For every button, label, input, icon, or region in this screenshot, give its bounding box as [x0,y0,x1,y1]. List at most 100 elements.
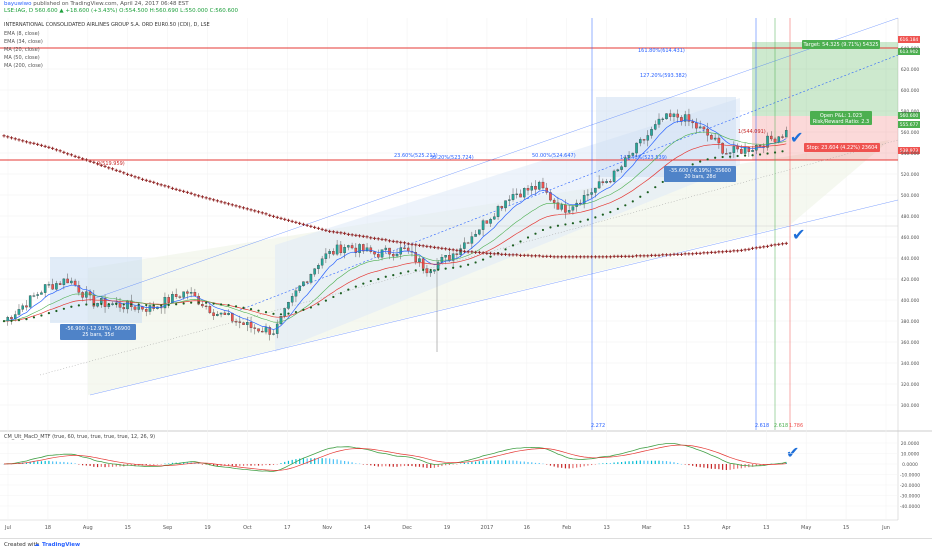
ma200-mark: ✚ [354,233,358,239]
macd-hist-bar [78,464,80,465]
ma200-mark: ✚ [152,180,156,186]
ma200-mark: ✚ [88,159,92,165]
macd-hist-bar [463,462,465,464]
macd-hist-bar [366,464,368,465]
ma200-mark: ✚ [414,243,418,249]
macd-hist-bar [564,464,567,469]
macd-hist-bar [29,461,31,464]
candle-body [616,169,620,172]
candle-body [710,135,713,140]
ma50-dot [609,211,612,214]
ma200-mark: ✚ [2,134,6,140]
ma200-mark: ✚ [141,177,145,183]
price-tag [898,147,920,154]
macd-hist-bar [737,464,739,469]
ma200-mark: ✚ [215,198,219,204]
macd-hist-bar [396,464,398,467]
macd-hist-bar [373,464,376,466]
ma50-dot [429,268,432,272]
trend-dotted-line [39,139,899,376]
candle-body [354,247,358,253]
macd-hist-bar [725,464,727,471]
tradingview-logo-icon[interactable]: ☁ [34,542,40,548]
y-tick-label: 640.000 [901,46,920,52]
macd-hist-bar [250,464,252,466]
macd-hist-bar [699,464,701,468]
macd-hist-bar [422,464,424,468]
candle-body [347,245,350,248]
indicator-label[interactable]: MA (20, close) [4,47,40,53]
candle-body [451,253,455,261]
ma200-mark: ✚ [698,251,702,257]
macd-hist-bar [591,464,593,466]
author-link[interactable]: bayuwiwo [4,1,32,7]
x-tick-label: Jun [881,525,890,531]
indicator-label[interactable]: MA (50, close) [4,55,40,61]
macd-hist-bar [628,461,630,464]
ma50-dot [549,226,552,229]
price-tag [898,48,920,55]
price-tag [898,112,920,119]
candle-body [279,316,283,325]
ma200-mark: ✚ [721,249,725,255]
macd-hist-bar [751,464,754,467]
candle-body [332,251,335,255]
candle-body [249,322,253,328]
ma200-mark: ✚ [462,249,466,255]
ma200-mark: ✚ [702,251,706,257]
ma50-dot [699,160,702,163]
check-mark-icon: ✔ [786,443,799,462]
macd-hist-bar [759,464,761,466]
indicator-label[interactable]: MA (200, close) [4,63,43,69]
candle-body [17,309,21,315]
candle-body [384,247,388,250]
candle-body [85,291,88,298]
macd-hist-bar [426,464,428,468]
macd-hist-bar [718,464,720,470]
candle-body [339,244,343,254]
candle-body [43,284,47,293]
ma50-dot [564,223,567,226]
candle-body [653,124,657,130]
indicator-label[interactable]: EMA (34, close) [4,39,43,45]
ma200-mark: ✚ [504,252,508,258]
candle-body [257,328,260,332]
macd-hist-bar [306,458,308,464]
measure-label-1-text: -56.900 (-12.93%) -56900 [66,326,131,332]
macd-hist-bar [392,464,394,467]
macd-hist-bar [227,464,230,466]
macd-hist-bar [280,463,282,464]
tradingview-link[interactable]: TradingView [42,542,81,548]
candle-body [657,118,661,125]
macd-hist-bar [598,463,600,465]
ma50-dot [414,269,417,272]
macd-hist-bar [665,461,668,464]
fib-label: 141.40%(523.539) [620,155,667,161]
candle-body [758,145,762,147]
ma50-dot [654,186,657,189]
candle-body [219,312,223,315]
indicator-label[interactable]: EMA (8, close) [4,31,40,37]
macd-hist-bar [733,464,735,470]
y-tick-label: 320.000 [901,382,920,388]
ma200-mark: ✚ [507,252,511,258]
macd-hist-bar [549,464,552,466]
ma200-mark: ✚ [635,254,639,260]
candle-body [489,218,492,224]
macd-hist-bar [198,463,200,465]
macd-hist-bar [512,460,514,464]
ma50-dot [130,303,133,306]
ma200-mark: ✚ [608,254,612,260]
ma50-dot [489,255,492,258]
ma200-mark: ✚ [620,254,624,260]
ma50-dot [287,312,290,315]
candle-body [586,194,590,196]
ma200-mark: ✚ [769,243,773,249]
ma200-mark: ✚ [500,252,504,258]
macd-hist-bar [722,464,724,470]
candle-body [556,202,560,210]
ma50-dot [354,285,357,288]
candle-body [66,278,69,284]
candle-body [781,136,784,138]
ma200-mark: ✚ [590,254,594,260]
